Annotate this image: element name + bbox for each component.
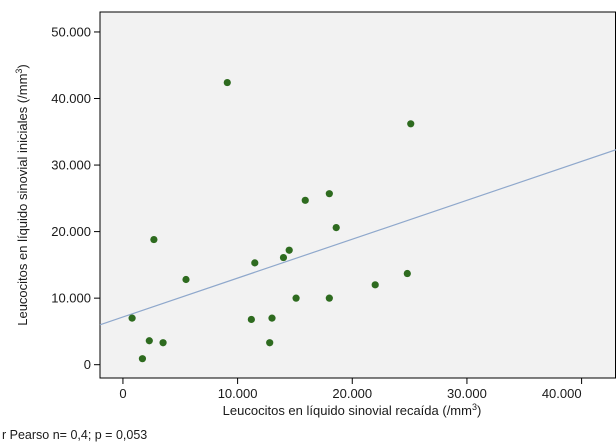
x-tick-label: 30.000	[447, 386, 487, 401]
statistics-caption: r Pearso n= 0,4; p = 0,053	[2, 428, 148, 442]
plot-area	[99, 11, 616, 379]
x-tick-label: 20.000	[332, 386, 372, 401]
data-point	[223, 78, 231, 87]
y-tick-label: 30.000	[51, 158, 91, 173]
x-tick-label: 0	[119, 386, 126, 401]
x-tick-label: 10.000	[218, 386, 258, 401]
data-point	[301, 196, 309, 204]
y-axis-ticks: 0 10.000 20.000 30.000 40.000 50.000	[51, 24, 100, 372]
data-point	[128, 314, 136, 322]
data-point	[251, 259, 259, 267]
data-point	[325, 294, 333, 302]
y-tick-label: 50.000	[51, 24, 91, 39]
data-point	[292, 294, 300, 302]
y-tick-label: 10.000	[51, 291, 91, 306]
data-point	[247, 315, 255, 324]
data-point	[285, 246, 293, 254]
data-point	[407, 120, 415, 128]
x-axis-title: Leucocitos en líquido sinovial recaída (…	[223, 402, 482, 418]
data-point	[332, 224, 340, 232]
data-point	[266, 339, 274, 347]
data-point	[371, 281, 379, 289]
y-tick-label: 20.000	[51, 224, 91, 239]
regression-line	[99, 149, 616, 326]
data-point	[138, 355, 147, 363]
data-point	[403, 269, 411, 278]
y-tick-label: 40.000	[51, 91, 91, 106]
data-point	[325, 190, 333, 198]
data-points	[128, 78, 415, 363]
data-point	[159, 339, 167, 347]
data-point	[145, 337, 153, 345]
data-point	[150, 235, 158, 244]
y-tick-label: 0	[84, 357, 91, 372]
y-axis-title: Leucocitos en líquido sinovial iniciales…	[14, 64, 30, 326]
x-tick-label: 40.000	[542, 386, 582, 401]
data-point	[279, 253, 288, 262]
data-point	[268, 314, 276, 322]
data-point	[182, 275, 190, 284]
x-axis-ticks: 0 10.000 20.000 30.000 40.000	[119, 378, 583, 401]
